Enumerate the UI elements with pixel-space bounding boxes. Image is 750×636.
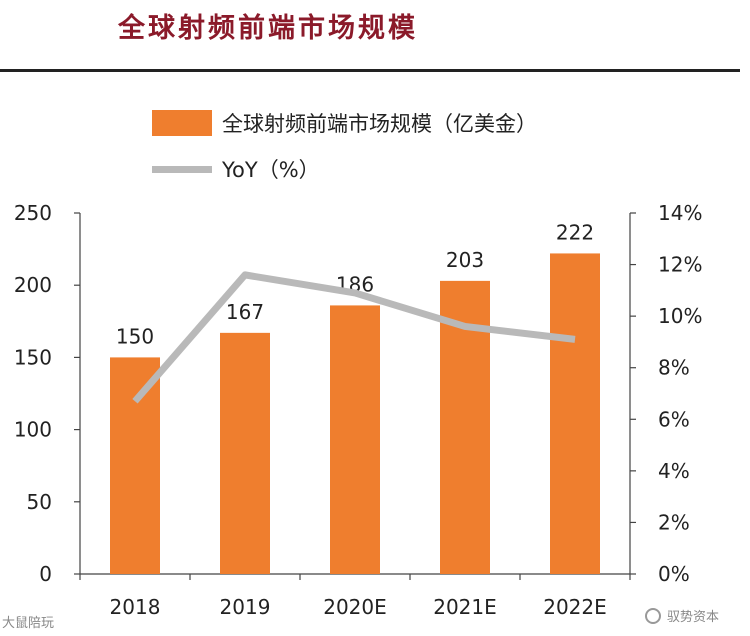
y-left-tick-label: 100 [14,418,52,442]
legend-label-line: YoY（%） [222,158,320,182]
bar [550,253,600,574]
page-title: 全球射频前端市场规模 [118,13,418,44]
title-divider [0,69,740,72]
bar-data-label: 150 [116,324,154,348]
legend-swatch-bar [152,110,212,136]
wechat-icon [645,607,661,624]
legend-item-bar: 全球射频前端市场规模（亿美金） [152,108,537,138]
legend-item-line: YoY（%） [152,154,320,184]
x-tick-label: 2020E [323,595,387,619]
watermark-right-label: 驭势资本 [667,610,720,625]
y-right-tick-label: 2% [658,510,690,534]
bar [110,357,160,574]
bar [220,332,270,574]
y-right-tick-label: 4% [658,459,690,483]
y-right-tick-label: 14% [658,201,702,225]
y-left-tick-label: 200 [14,273,52,297]
bar-data-label: 222 [556,220,594,244]
legend-swatch-line [152,165,212,173]
x-tick-label: 2021E [433,595,497,619]
y-left-tick-label: 150 [14,345,52,369]
x-tick-label: 2018 [110,595,161,619]
y-right-tick-label: 12% [658,253,702,277]
y-right-tick-label: 10% [658,304,702,328]
x-tick-label: 2022E [543,595,607,619]
y-left-tick-label: 250 [14,201,52,225]
y-right-tick-label: 6% [658,407,690,431]
bar [330,305,380,574]
y-right-tick-label: 0% [658,562,690,586]
legend-label-bar: 全球射频前端市场规模（亿美金） [222,112,537,136]
y-left-tick-label: 0 [39,562,52,586]
watermark-right: 驭势资本 [645,606,719,625]
y-right-tick-label: 8% [658,356,690,380]
bar-data-label: 167 [226,300,264,324]
bar-data-label: 203 [446,248,484,272]
watermark-left: 大鼠陪玩 [2,616,55,631]
x-tick-label: 2019 [220,595,271,619]
y-left-tick-label: 50 [27,490,52,514]
